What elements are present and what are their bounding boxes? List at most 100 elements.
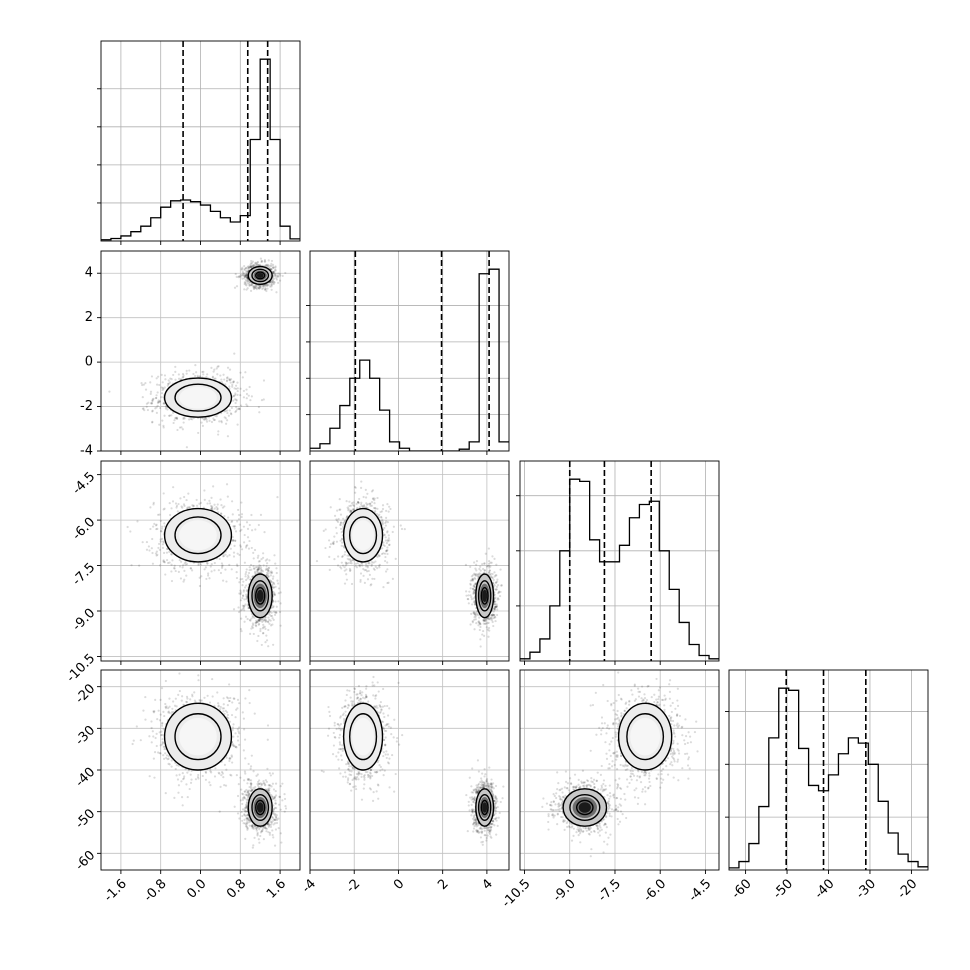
scatter-point (348, 509, 351, 512)
scatter-point (246, 266, 249, 269)
scatter-point (220, 421, 223, 424)
scatter-point (251, 265, 254, 268)
scatter-point (243, 281, 246, 284)
scatter-point (270, 281, 273, 284)
scatter-point (236, 408, 239, 411)
histogram-panel-p3 (725, 669, 929, 871)
scatter-point (493, 607, 496, 610)
scatter-point (348, 569, 352, 572)
scatter-point (272, 586, 275, 589)
scatter-point (225, 422, 228, 425)
contour-line (255, 586, 266, 605)
scatter-point (270, 571, 273, 575)
scatter-point (252, 567, 256, 570)
scatter-point (246, 278, 249, 281)
scatter-point (355, 566, 359, 569)
scatter-point (471, 620, 474, 623)
scatter-point (176, 417, 179, 421)
scatter-point (495, 588, 498, 591)
scatter-point (263, 531, 266, 534)
scatter-point (248, 266, 251, 269)
scatter-point (370, 564, 373, 567)
scatter-point (336, 520, 340, 524)
scatter-point (176, 428, 179, 432)
scatter-point (364, 488, 367, 491)
scatter-point (365, 502, 368, 505)
scatter-point (229, 381, 232, 384)
scatter-point (488, 566, 491, 569)
scatter-point (210, 420, 214, 424)
scatter-point (220, 565, 224, 568)
scatter-point (343, 553, 346, 556)
scatter-point (170, 579, 174, 583)
scatter-point (247, 265, 250, 268)
scatter-point (246, 404, 249, 408)
scatter-point (201, 424, 204, 427)
scatter-point (246, 287, 249, 290)
scatter-point (187, 506, 191, 509)
panel-frame (309, 250, 510, 452)
scatter-point (495, 604, 499, 608)
scatter-point (198, 502, 201, 505)
scatter-point (347, 562, 350, 565)
scatter-point (242, 525, 246, 528)
scatter-point (264, 264, 267, 267)
scatter-point (220, 566, 224, 569)
scatter-point (235, 275, 238, 278)
scatter-point (474, 567, 477, 570)
scatter-point (183, 417, 186, 420)
contour-line (163, 507, 233, 563)
scatter-point (352, 508, 355, 511)
scatter-point (271, 279, 275, 282)
scatter-point (162, 387, 165, 391)
scatter-point (170, 414, 173, 417)
scatter-point (213, 569, 216, 572)
scatter-point (329, 506, 332, 509)
scatter-point (276, 274, 279, 277)
scatter-point (250, 627, 253, 630)
scatter-point (238, 275, 241, 278)
scatter-point (241, 376, 244, 379)
scatter-point (223, 505, 226, 508)
scatter-point (345, 573, 348, 576)
scatter-point (163, 560, 166, 564)
scatter-point (161, 546, 165, 550)
scatter-point (373, 577, 376, 581)
scatter-point (239, 591, 243, 594)
scatter-point (176, 510, 179, 513)
scatter-point (268, 613, 271, 616)
scatter-point (260, 260, 263, 264)
scatter-point (488, 571, 491, 574)
scatter-point (164, 407, 167, 410)
scatter-point (251, 615, 254, 618)
scatter-point (256, 263, 259, 266)
scatter-point (347, 507, 350, 510)
scatter-point (260, 569, 263, 572)
scatter-point (147, 545, 150, 548)
scatter-point (245, 595, 248, 598)
scatter-point (174, 365, 177, 368)
scatter-point (241, 584, 244, 587)
scatter-point (487, 618, 491, 621)
scatter-point (474, 615, 477, 618)
scatter-point (209, 507, 213, 510)
scatter-point (240, 501, 243, 504)
scatter-point (258, 560, 261, 563)
scatter-point (186, 507, 189, 510)
scatter-point (252, 565, 255, 568)
scatter-point (374, 506, 377, 510)
scatter-point (151, 537, 154, 541)
scatter-point (495, 574, 498, 577)
scatter-point (238, 581, 241, 584)
scatter-point (367, 569, 370, 573)
scatter-point (264, 627, 267, 630)
scatter-point (157, 375, 160, 378)
scatter-point (245, 392, 249, 396)
scatter-point (257, 554, 260, 557)
scatter-point (328, 539, 331, 542)
scatter-point (484, 619, 488, 622)
scatter-point (266, 569, 270, 572)
scatter-point (363, 569, 366, 572)
scatter-point (346, 515, 349, 518)
scatter-point (240, 513, 244, 516)
